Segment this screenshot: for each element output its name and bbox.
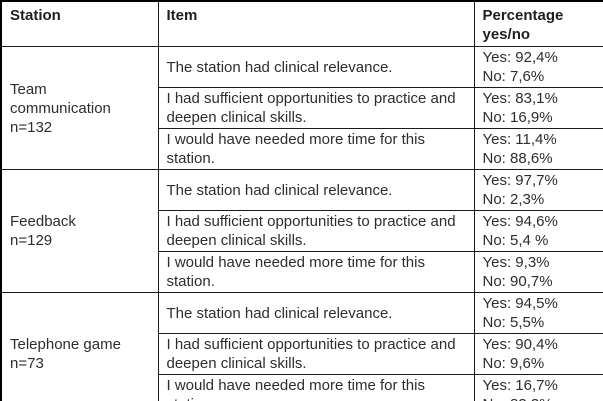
yes-value: Yes: 16,7% — [482, 377, 558, 394]
percentage-cell: Yes: 97,7% No: 2,3% — [473, 169, 603, 211]
no-value: No: 90,7% — [482, 273, 553, 290]
percentage-cell: Yes: 92,4% No: 7,6% — [473, 46, 603, 88]
table-row: I had sufficient opportunities to practi… — [1, 333, 603, 375]
col-header-item: Item — [157, 0, 475, 47]
yes-value: Yes: 90,4% — [482, 336, 558, 353]
station-cell-feedback: Feedback n=129 — [0, 169, 159, 293]
no-value: No: 9,6% — [482, 355, 545, 372]
yes-value: Yes: 92,4% — [482, 49, 558, 66]
station-name: Telephone game — [10, 336, 121, 353]
table-row: Team communication n=132 The station had… — [0, 46, 603, 170]
table-header: Station Item Percentage yes/no — [0, 0, 603, 47]
yes-value: Yes: 9,3% — [482, 254, 550, 271]
table-body: Team communication n=132 The station had… — [0, 46, 603, 401]
item-cell: I had sufficient opportunities to practi… — [157, 87, 475, 129]
station-n: n=73 — [10, 355, 44, 372]
no-value: No: 7,6% — [482, 68, 545, 85]
station-cell-telephone-game: Telephone game n=73 — [0, 292, 159, 401]
station-name: Team communication — [10, 80, 111, 117]
percentage-cell: Yes: 90,4% No: 9,6% — [473, 333, 603, 375]
item-cell: The station had clinical relevance. — [157, 292, 475, 334]
no-value: No: 16,9% — [482, 109, 553, 126]
station-n: n=132 — [10, 118, 53, 136]
item-cell: I would have needed more time for this s… — [157, 374, 475, 401]
yes-value: Yes: 97,7% — [482, 172, 558, 189]
table-row: I had sufficient opportunities to practi… — [1, 210, 603, 252]
col-header-station: Station — [0, 0, 159, 47]
no-value: No: 5,4 % — [482, 232, 549, 249]
yes-value: Yes: 83,1% — [482, 90, 558, 107]
header-row: Station Item Percentage yes/no — [0, 0, 603, 47]
no-value: No: 83,3% — [483, 395, 596, 401]
item-cell: I had sufficient opportunities to practi… — [157, 333, 475, 375]
no-value: No: 5,5% — [482, 314, 545, 331]
station-cell-team-communication: Team communication n=132 — [0, 46, 159, 170]
no-value: No: 2,3% — [482, 191, 545, 208]
table-row: I would have needed more time for this s… — [1, 374, 603, 401]
item-cell: I would have needed more time for this s… — [157, 251, 475, 293]
no-value: No: 88,6% — [482, 150, 553, 167]
percentage-cell: Yes: 94,6% No: 5,4 % — [473, 210, 603, 252]
station-n: n=129 — [10, 232, 53, 249]
table-row: I would have needed more time for this s… — [1, 251, 603, 293]
col-header-percentage: Percentage yes/no — [473, 0, 603, 47]
item-cell: The station had clinical relevance. — [157, 46, 475, 88]
yes-value: Yes: 11,4% — [482, 131, 557, 148]
percentage-cell: Yes: 94,5% No: 5,5% — [473, 292, 603, 334]
percentage-cell: Yes: 11,4% No: 88,6% — [473, 128, 603, 170]
item-cell: I would have needed more time for this s… — [157, 128, 475, 170]
percentage-cell: Yes: 16,7% No: 83,3% — [473, 374, 603, 401]
station-name: Feedback — [10, 213, 76, 230]
yes-value: Yes: 94,6% — [482, 213, 558, 230]
table-row: Feedback n=129 The station had clinical … — [0, 169, 603, 293]
item-cell: The station had clinical relevance. — [157, 169, 475, 211]
table-row: Telephone game n=73 The station had clin… — [0, 292, 603, 401]
table-row: I would have needed more time for this s… — [1, 128, 603, 170]
item-cell: I had sufficient opportunities to practi… — [157, 210, 475, 252]
yes-value: Yes: 94,5% — [482, 295, 558, 312]
percentage-cell: Yes: 83,1% No: 16,9% — [473, 87, 603, 129]
table-row: I had sufficient opportunities to practi… — [1, 87, 603, 129]
percentage-cell: Yes: 9,3% No: 90,7% — [473, 251, 603, 293]
